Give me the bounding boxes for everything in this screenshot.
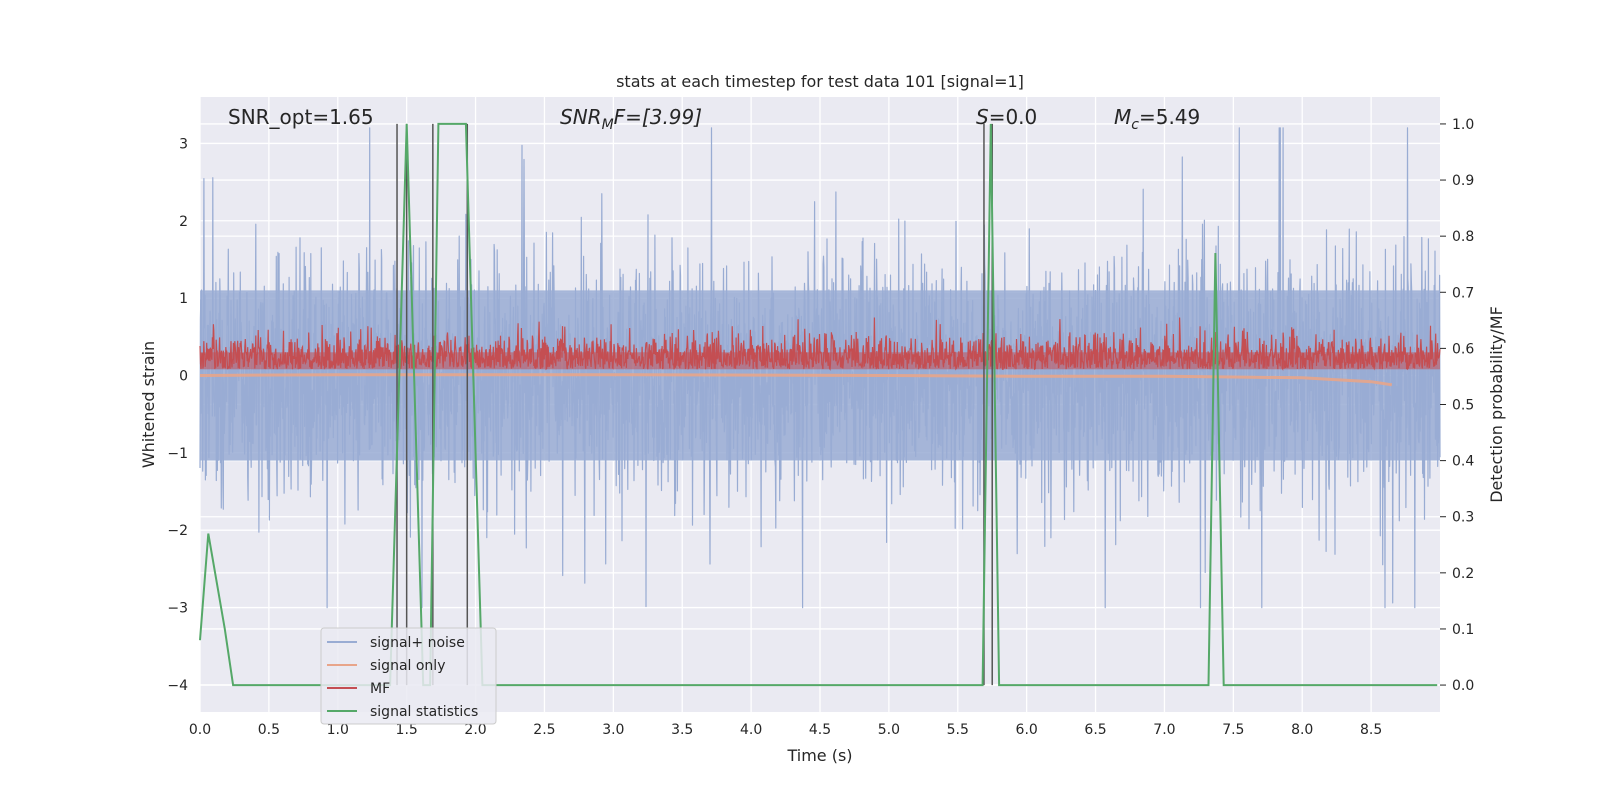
x-tick-label: 2.5 xyxy=(533,722,555,738)
y-right-tick-label: 1.0 xyxy=(1452,117,1474,133)
x-tick-label: 7.5 xyxy=(1222,722,1244,738)
x-tick-label: 2.0 xyxy=(464,722,486,738)
chart-title: stats at each timestep for test data 101… xyxy=(616,72,1024,91)
y-tick-label: 2 xyxy=(179,214,188,230)
y-right-tick-label: 0.5 xyxy=(1452,398,1474,414)
y-right-tick-label: 0.0 xyxy=(1452,678,1474,694)
s-annotation: S=0.0 xyxy=(976,105,1037,129)
y-tick-label: −3 xyxy=(167,601,188,617)
y-right-tick-label: 0.4 xyxy=(1452,454,1474,470)
snr-mf-subscript: M xyxy=(602,117,614,133)
y-tick-label: 3 xyxy=(179,136,188,152)
y-right-tick-label: 0.9 xyxy=(1452,173,1474,189)
annotations: SNR_opt=1.65 SNRMF=[3.99] S=0.0 Mc=5.49 xyxy=(228,105,1200,133)
x-tick-label: 0.5 xyxy=(258,722,280,738)
y-tick-label: −2 xyxy=(167,523,188,539)
x-tick-label: 4.0 xyxy=(740,722,762,738)
x-tick-label: 6.5 xyxy=(1084,722,1106,738)
y-tick-label: −1 xyxy=(167,446,188,462)
y-right-tick-label: 0.2 xyxy=(1452,566,1474,582)
mf-band xyxy=(200,352,1440,370)
y-right-tick-label: 0.7 xyxy=(1452,285,1474,301)
x-tick-label: 1.5 xyxy=(396,722,418,738)
signal-statistics-line xyxy=(199,122,1438,687)
y-right-tick-label: 0.6 xyxy=(1452,341,1474,357)
mc-name: M xyxy=(1114,105,1131,129)
x-tick-label: 8.0 xyxy=(1291,722,1313,738)
snr-opt-annotation: SNR_opt=1.65 xyxy=(228,105,374,129)
signal-only-series xyxy=(199,373,1393,387)
x-tick-label: 4.5 xyxy=(809,722,831,738)
legend: signal+ noise signal only MF signal statist… xyxy=(320,627,497,725)
mc-annotation: Mc=5.49 xyxy=(1114,105,1200,133)
y-tick-label: 1 xyxy=(179,291,188,307)
snr-mf-annotation: SNRMF=[3.99] xyxy=(560,105,702,133)
s-value: =0.0 xyxy=(989,105,1038,129)
snr-mf-f: F=[3.99] xyxy=(614,105,702,129)
mc-subscript: c xyxy=(1131,117,1139,133)
s-name: S xyxy=(976,105,989,129)
y-right-tick-label: 0.3 xyxy=(1452,510,1474,526)
x-tick-label: 6.0 xyxy=(1016,722,1038,738)
tick-labels: 0.0 0.5 1.0 1.5 2.0 2.5 3.0 3.5 4.0 4.5 5.0 5.5 6.0 6… xyxy=(167,117,1474,738)
legend-items: signal+ noise signal only MF signal statist… xyxy=(327,635,478,720)
legend-label: signal statistics xyxy=(370,704,478,720)
legend-label: signal+ noise xyxy=(370,635,465,651)
snr-mf-rest: F=[3.99] xyxy=(614,105,702,129)
legend-box xyxy=(320,627,497,725)
signal-statistics-series xyxy=(199,122,1438,687)
legend-label: signal only xyxy=(370,658,445,674)
x-tick-label: 0.0 xyxy=(189,722,211,738)
y-right-tick-label: 0.8 xyxy=(1452,229,1474,245)
signal-only-line xyxy=(199,373,1393,387)
snr-mf-name: SNR xyxy=(560,105,602,129)
mc-value: =5.49 xyxy=(1139,105,1200,129)
x-axis-label: Time (s) xyxy=(786,746,852,765)
x-tick-label: 5.0 xyxy=(878,722,900,738)
x-tick-label: 3.5 xyxy=(671,722,693,738)
y-tick-label: −4 xyxy=(167,678,188,694)
x-tick-label: 7.0 xyxy=(1153,722,1175,738)
x-tick-label: 5.5 xyxy=(947,722,969,738)
x-tick-label: 8.5 xyxy=(1360,722,1382,738)
y-right-tick-label: 0.1 xyxy=(1452,622,1474,638)
x-tick-label: 3.0 xyxy=(602,722,624,738)
y-axis-label: Whitened strain xyxy=(139,341,158,468)
x-tick-label: 1.0 xyxy=(327,722,349,738)
y-right-axis-label: Detection probability/MF xyxy=(1487,306,1506,503)
y-tick-label: 0 xyxy=(179,368,188,384)
legend-label: MF xyxy=(370,681,390,697)
